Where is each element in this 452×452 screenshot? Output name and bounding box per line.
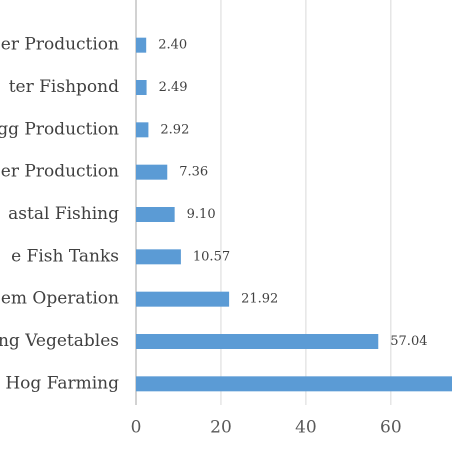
- y-tick-label: er Production: [1, 35, 119, 55]
- y-tick-label: ng Vegetables: [0, 331, 119, 351]
- bar: [136, 80, 147, 95]
- data-label: 2.92: [160, 122, 189, 137]
- data-label: 57.04: [390, 334, 427, 349]
- bar: [136, 291, 230, 307]
- data-label: 21.92: [241, 292, 278, 307]
- data-label: 2.49: [159, 80, 188, 95]
- bar: [136, 376, 452, 392]
- x-tick-label: 0: [131, 418, 142, 438]
- x-tick-label: 40: [295, 418, 317, 438]
- bar: [136, 164, 168, 180]
- bar: [136, 334, 379, 349]
- data-label: 9.10: [187, 207, 216, 222]
- y-tick-label: ter Fishpond: [9, 77, 119, 97]
- y-tick-label: gg Production: [0, 119, 119, 139]
- x-tick-label: 20: [210, 418, 232, 438]
- data-label: 7.36: [179, 165, 208, 180]
- bar: [136, 207, 175, 222]
- bar: [136, 249, 181, 265]
- y-tick-label: em Operation: [1, 289, 119, 309]
- bar: [136, 122, 149, 138]
- y-tick-label: astal Fishing: [8, 204, 119, 224]
- bar: [136, 37, 147, 53]
- y-tick-label: e Fish Tanks: [11, 246, 119, 266]
- y-tick-label: er Production: [1, 162, 119, 182]
- data-label: 10.57: [193, 249, 230, 264]
- y-tick-label: Hog Farming: [5, 373, 119, 393]
- data-label: 2.40: [158, 38, 187, 53]
- x-tick-label: 60: [380, 418, 402, 438]
